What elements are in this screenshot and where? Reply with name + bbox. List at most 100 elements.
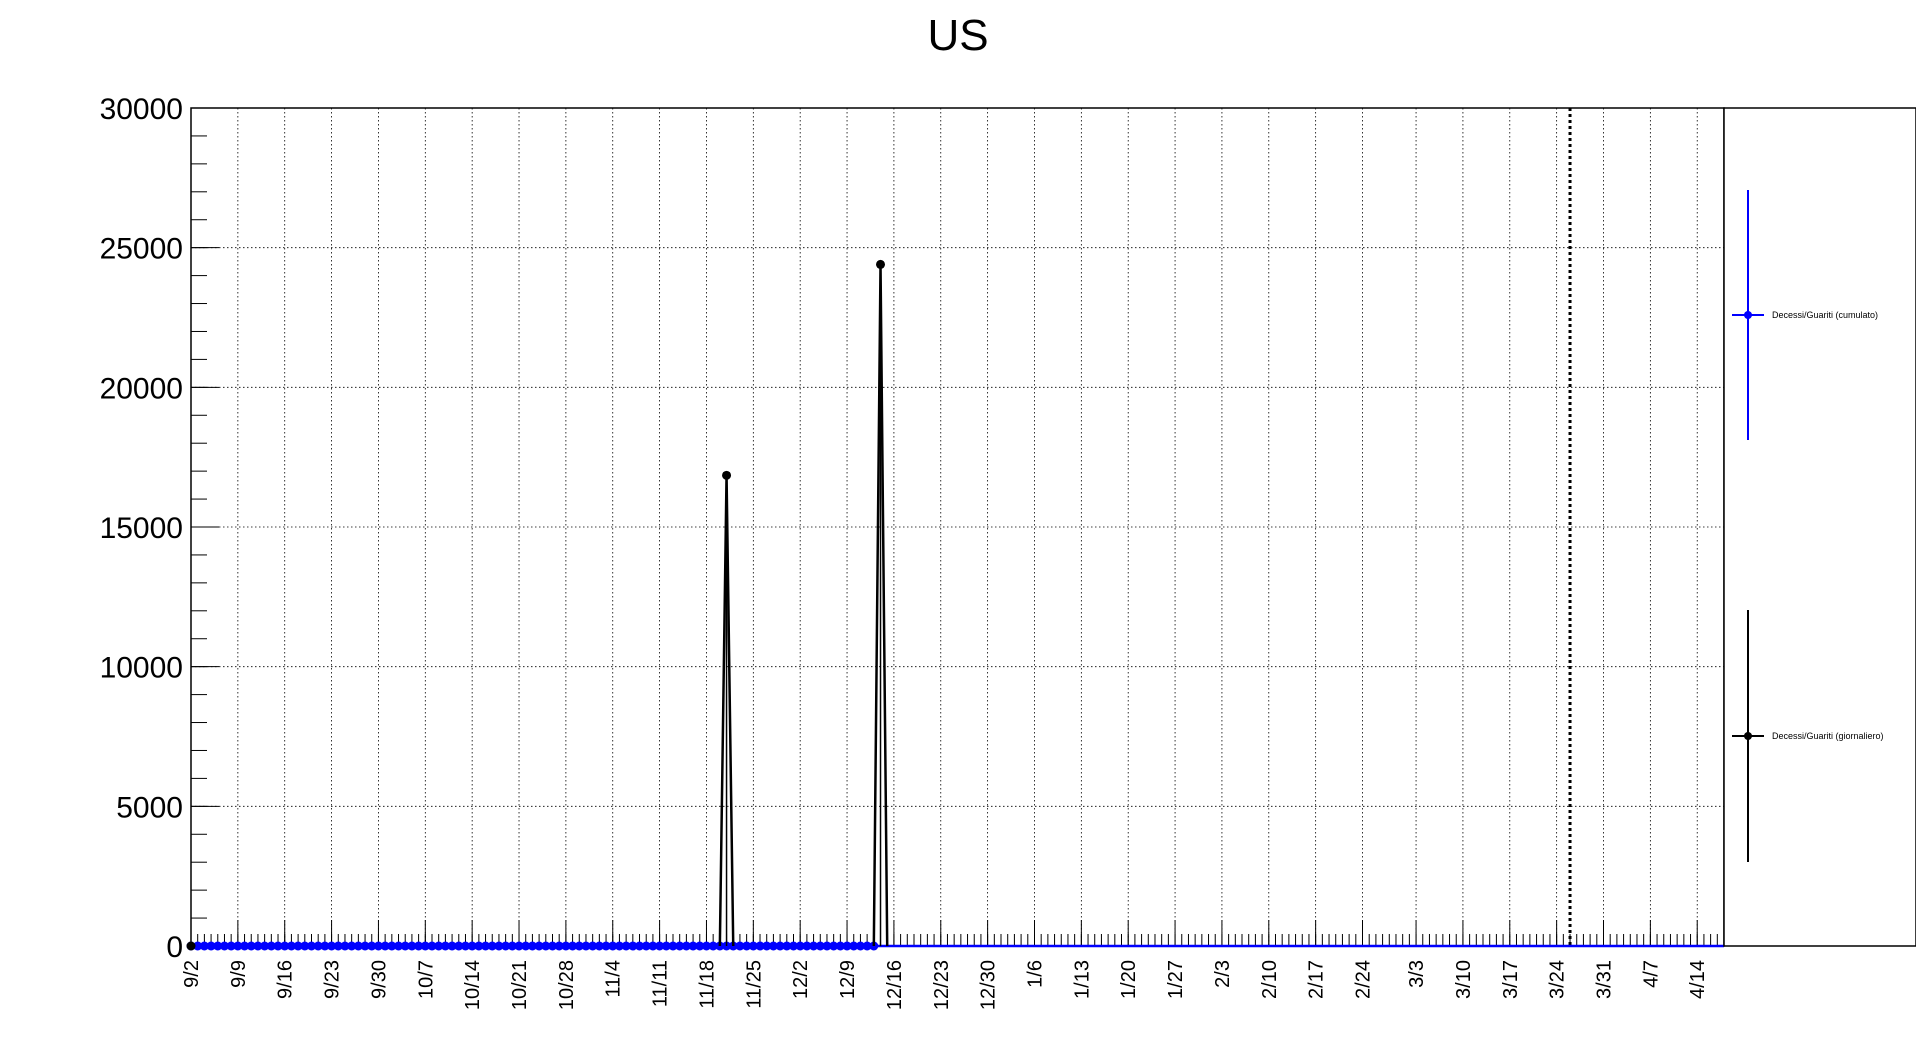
cumulato-point xyxy=(300,941,310,951)
cumulato-point xyxy=(681,941,691,951)
cumulato-point xyxy=(206,941,216,951)
cumulato-point xyxy=(514,941,524,951)
y-tick-label: 25000 xyxy=(100,233,183,266)
x-tick-label: 2/3 xyxy=(1212,960,1234,988)
cumulato-point xyxy=(507,941,517,951)
cumulato-point xyxy=(849,941,859,951)
x-tick-label: 9/9 xyxy=(228,960,250,988)
cumulato-point xyxy=(400,941,410,951)
cumulato-point xyxy=(835,941,845,951)
cumulato-point xyxy=(327,941,337,951)
cumulato-point xyxy=(782,941,792,951)
cumulato-point xyxy=(708,941,718,951)
cumulato-point xyxy=(246,941,256,951)
cumulato-point xyxy=(661,941,671,951)
cumulato-point xyxy=(621,941,631,951)
cumulato-point xyxy=(581,941,591,951)
x-tick-label: 11/11 xyxy=(650,960,672,1007)
cumulato-point xyxy=(641,941,651,951)
cumulato-point xyxy=(802,941,812,951)
cumulato-point xyxy=(527,941,537,951)
cumulato-point xyxy=(293,941,303,951)
cumulato-point xyxy=(829,941,839,951)
cumulato-point xyxy=(614,941,624,951)
cumulato-point xyxy=(213,941,223,951)
cumulato-point xyxy=(601,941,611,951)
cumulato-point xyxy=(534,941,544,951)
x-tick-label: 9/23 xyxy=(322,960,344,999)
cumulato-point xyxy=(635,941,645,951)
x-tick-label: 2/10 xyxy=(1259,960,1281,999)
y-tick-label: 5000 xyxy=(116,791,183,824)
x-tick-label: 3/17 xyxy=(1500,960,1522,999)
cumulato-point xyxy=(608,941,618,951)
axis-layer: 9/2 9/9 9/16 9/23 9/30 10/7 10/14 10/21 10/28 11/… xyxy=(100,93,1725,1010)
cumulato-point xyxy=(561,941,571,951)
cumulato-point xyxy=(521,941,531,951)
cumulato-point xyxy=(394,941,404,951)
cumulato-point xyxy=(226,941,236,951)
legend-cumulato-marker xyxy=(1744,311,1752,319)
cumulato-point xyxy=(487,941,497,951)
cumulato-point xyxy=(494,941,504,951)
x-tick-label: 11/4 xyxy=(603,960,625,997)
cumulato-point xyxy=(434,941,444,951)
cumulato-point xyxy=(199,941,209,951)
cumulato-point xyxy=(742,941,752,951)
cumulato-point xyxy=(568,941,578,951)
cumulato-point xyxy=(414,941,424,951)
cumulato-point xyxy=(809,941,819,951)
x-tick-label: 11/25 xyxy=(743,960,765,1009)
cumulato-point xyxy=(554,941,564,951)
x-tick-label: 12/9 xyxy=(837,960,859,999)
cumulato-point xyxy=(460,941,470,951)
x-tick-label: 4/14 xyxy=(1687,960,1709,999)
y-tick-label: 20000 xyxy=(100,372,183,405)
cumulato-point xyxy=(855,941,865,951)
cumulato-point xyxy=(266,941,276,951)
cumulato-point xyxy=(253,941,263,951)
cumulato-point xyxy=(240,941,250,951)
cumulato-point xyxy=(260,941,270,951)
cumulato-point xyxy=(501,941,511,951)
cumulato-point xyxy=(320,941,330,951)
cumulato-point xyxy=(340,941,350,951)
x-tick-label: 12/2 xyxy=(790,960,812,999)
chart-title: US xyxy=(927,11,988,60)
x-tick-label: 2/17 xyxy=(1306,960,1328,999)
cumulato-point xyxy=(628,941,638,951)
cumulato-point xyxy=(467,941,477,951)
cumulato-point xyxy=(788,941,798,951)
cumulato-point xyxy=(668,941,678,951)
cumulato-point xyxy=(313,941,323,951)
cumulato-point xyxy=(474,941,484,951)
x-tick-label: 4/7 xyxy=(1640,960,1662,988)
cumulato-point xyxy=(280,941,290,951)
cumulato-point xyxy=(768,941,778,951)
cumulato-point xyxy=(353,941,363,951)
grid-layer xyxy=(191,108,1724,946)
data-layer xyxy=(186,108,1724,951)
legend-frame xyxy=(1723,107,1916,947)
x-tick-label: 12/30 xyxy=(978,960,1000,1010)
cumulato-point xyxy=(440,941,450,951)
x-tick-label: 3/24 xyxy=(1547,960,1569,999)
cumulato-point xyxy=(219,941,229,951)
cumulato-point xyxy=(306,941,316,951)
cumulato-point xyxy=(233,941,243,951)
cumulato-point xyxy=(380,941,390,951)
x-tick-label: 9/30 xyxy=(368,960,390,999)
legend-entry-cumulato: Decessi/Guariti (cumulato) xyxy=(1732,190,1878,440)
cumulato-point xyxy=(775,941,785,951)
cumulato-point xyxy=(735,941,745,951)
cumulato-point xyxy=(541,941,551,951)
cumulato-point xyxy=(373,941,383,951)
x-tick-label: 11/18 xyxy=(696,960,718,1009)
legend-layer: Decessi/Guariti (cumulato) Decessi/Guari… xyxy=(1723,107,1916,947)
x-tick-label: 2/24 xyxy=(1353,960,1375,999)
cumulato-point xyxy=(360,941,370,951)
cumulato-point xyxy=(333,941,343,951)
legend-giornaliero-marker xyxy=(1744,732,1752,740)
